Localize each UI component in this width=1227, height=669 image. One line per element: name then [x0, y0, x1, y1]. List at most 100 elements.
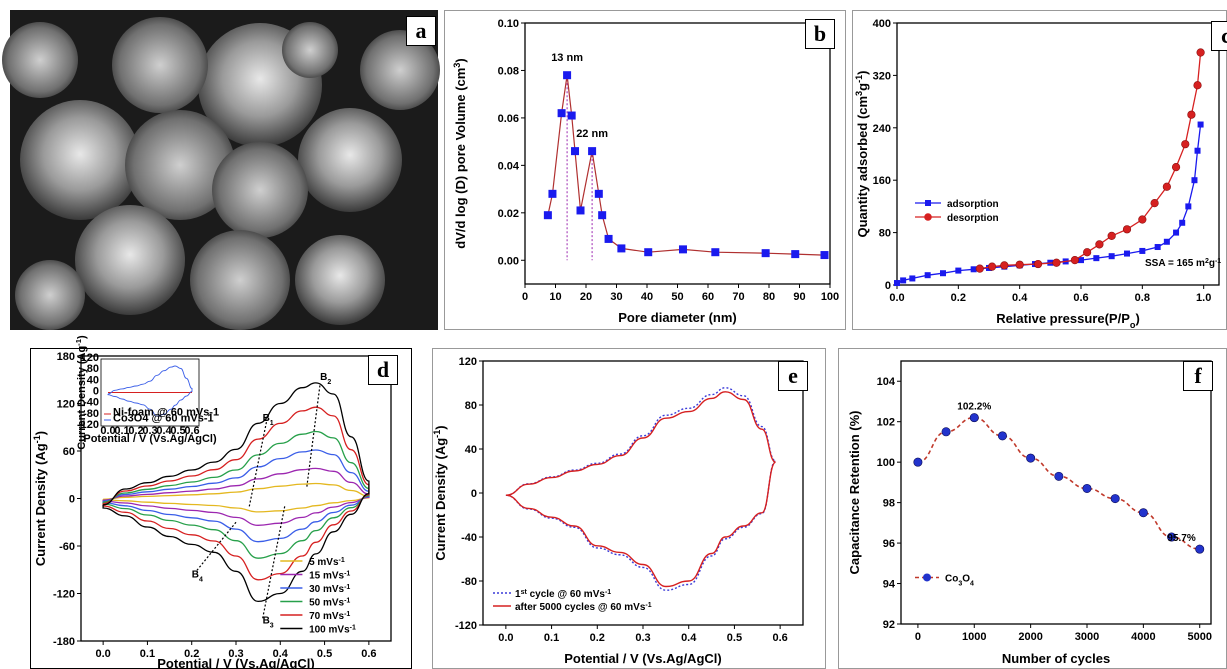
d-ytick-label: 60 [63, 446, 75, 458]
e-ytick-label: 0 [471, 488, 477, 500]
f-xlabel: Number of cycles [1002, 651, 1110, 666]
d-trend-arrow [195, 521, 237, 572]
d-legend-label: 30 mVs-1 [309, 584, 350, 596]
f-ytick-label: 96 [883, 538, 895, 550]
b-point [567, 111, 576, 120]
d-legend-label: 70 mVs-1 [309, 611, 350, 623]
c-point-desorption [1015, 260, 1024, 269]
d-legend-label: 15 mVs-1 [309, 570, 350, 582]
e-xtick-label: 0.3 [635, 632, 650, 644]
panel-label-f: f [1183, 361, 1213, 391]
f-plot-frame [900, 360, 1212, 625]
f-series-line [917, 416, 1200, 550]
d-inset-xtick: 0.5 [170, 425, 185, 437]
d-xlabel: Potential / V (Vs.Ag/AgCl) [157, 656, 314, 669]
c-plot-frame [896, 22, 1220, 286]
c-point-desorption [987, 262, 997, 271]
d-cv-curve [102, 430, 370, 559]
c-xlabel: Relative pressure(P/Po) [996, 311, 1140, 330]
c-ssa-annotation: SSA = 165 m2g-1 [1145, 258, 1221, 270]
f-point [969, 413, 979, 423]
d-inset-legend-label: Ni-foam @ 60 mVs-1 [113, 407, 219, 419]
e-legend-label: after 5000 cycles @ 60 mVs-1 [515, 602, 652, 614]
c-ytick-label: 80 [879, 228, 891, 240]
f-ytick-label: 92 [883, 619, 895, 631]
c-point-desorption [1000, 261, 1009, 270]
f-xtick-label: 3000 [1075, 631, 1099, 643]
c-ytick-label: 0 [885, 280, 891, 292]
panel-b: 0 10 20 30 40 50 60 70 80 90 100 0.00 0.02 0.04 0.06 0.… [444, 10, 846, 330]
b-point [617, 244, 626, 253]
c-ylabel: Quantity adsorbed (cm3g-1) [854, 70, 870, 237]
d-trend-arrow [248, 419, 268, 507]
c-point-desorption [1052, 258, 1061, 267]
c-point-desorption [1150, 199, 1159, 208]
c-xtick-label: 1.0 [1196, 292, 1211, 304]
f-xtick-label: 5000 [1187, 631, 1211, 643]
c-series-line-desorption [979, 52, 1202, 270]
d-inset-ylabel: Current Density (Ag-1) [74, 335, 89, 450]
d-legend-label: 5 mVs-1 [309, 557, 345, 569]
d-xtick-label: 0.4 [273, 648, 289, 660]
d-trend-arrow [306, 383, 321, 487]
c-legend-label: adsorption [947, 199, 999, 210]
e-ytick-label: 80 [465, 400, 477, 412]
d-inset-ytick: 80 [87, 363, 99, 375]
b-point [761, 249, 770, 258]
f-point [1167, 532, 1177, 542]
c-xtick-label: 0.8 [1135, 292, 1150, 304]
c-point-desorption [1187, 110, 1196, 119]
c-point-adsorption [940, 270, 946, 277]
d-inset-xtick: 0.2 [128, 425, 143, 437]
c-point-adsorption [1163, 238, 1170, 245]
c-point-adsorption [1191, 177, 1198, 184]
panel-label-c: c [1211, 21, 1227, 51]
sem-image [2, 10, 440, 330]
d-xtick-label: 0.6 [361, 648, 376, 660]
e-ylabel: Current Density (Ag-1) [432, 425, 448, 560]
b-xtick-label: 30 [610, 291, 622, 303]
c-point-adsorption [1185, 203, 1192, 210]
c-point-adsorption [1173, 229, 1180, 236]
b-ytick-label: 0.04 [498, 160, 520, 172]
d-legend-label: 50 mVs-1 [309, 597, 350, 609]
c-point-adsorption [1154, 244, 1161, 251]
d-cv-curve [102, 449, 370, 543]
d-cv-curve [102, 406, 370, 581]
c-point-adsorption [955, 267, 962, 274]
c-ytick-label: 160 [873, 175, 891, 187]
c-point-adsorption [924, 272, 931, 279]
b-xlabel: Pore diameter (nm) [618, 310, 736, 325]
d-inset-xtick: 0.6 [184, 425, 199, 437]
c-point-desorption [1122, 225, 1132, 234]
panel-label-d: d [368, 355, 398, 385]
c-point-desorption [1095, 240, 1104, 249]
b-ylabel: dV/d log (D) pore Volume (cm3) [452, 58, 468, 248]
f-ytick-label: 94 [883, 579, 896, 591]
d-xtick-label: 0.2 [184, 648, 199, 660]
c-point-desorption [1083, 248, 1092, 257]
d-xtick-label: 0.3 [228, 648, 243, 660]
c-point-desorption [1138, 215, 1147, 224]
b-xtick-label: 60 [702, 291, 714, 303]
b-xtick-label: 100 [821, 291, 839, 303]
c-point-adsorption [1194, 147, 1201, 154]
panel-label-b: b [805, 19, 835, 49]
b-point [791, 250, 800, 259]
c-xtick-label: 0.6 [1073, 292, 1088, 304]
c-xtick-label: 0.0 [889, 292, 904, 304]
e-cv-curve [505, 391, 777, 588]
b-xtick-label: 90 [793, 291, 805, 303]
e-ytick-label: -40 [461, 532, 477, 544]
b-xtick-label: 0 [522, 291, 528, 303]
c-point-desorption [1162, 182, 1171, 191]
d-inset-ytick: -120 [77, 419, 99, 431]
b-peak-label: 13 nm [551, 52, 583, 64]
f-point [941, 427, 951, 437]
c-point-adsorption [909, 275, 916, 282]
c-point-desorption [1070, 256, 1079, 265]
cv-stability-chart: 0.0 0.1 0.2 0.3 0.4 0.5 0.6 -120 -80 -40 0 40 80 120 P… [432, 356, 804, 666]
c-point-adsorption [1179, 219, 1186, 226]
c-point-adsorption [1197, 121, 1204, 128]
c-xtick-label: 0.4 [1012, 292, 1028, 304]
